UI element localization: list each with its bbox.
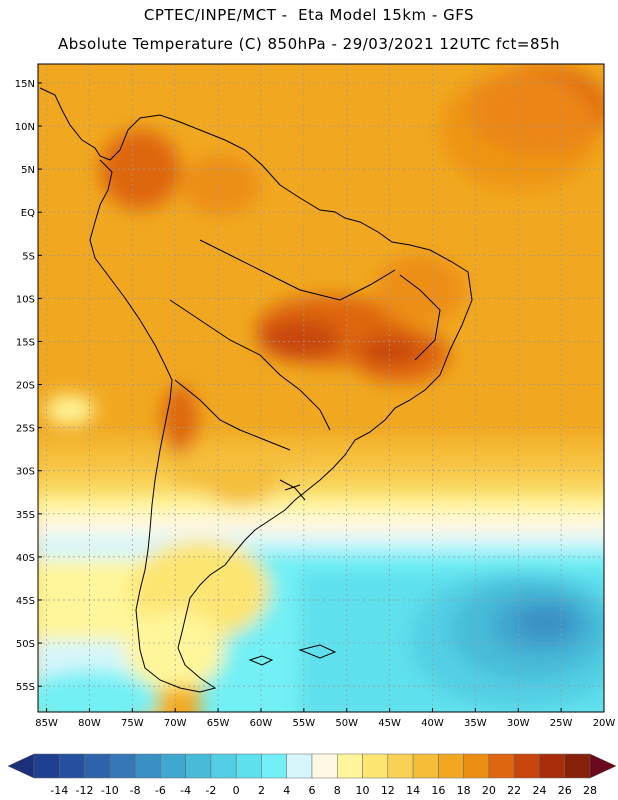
colorbar-label: 2 <box>257 784 265 797</box>
colorbar-label: 26 <box>557 784 572 797</box>
colorbar-over-arrow <box>589 753 617 779</box>
colorbar-swatch <box>261 753 287 779</box>
colorbar-under-arrow <box>7 753 35 779</box>
lon-tick-label: 50W <box>335 718 358 729</box>
colorbar-swatch <box>488 753 515 779</box>
colorbar-swatch <box>362 753 389 779</box>
colorbar-label: 20 <box>481 784 496 797</box>
colorbar-swatch <box>463 753 490 779</box>
lat-tick-label: 30S <box>16 467 35 478</box>
colorbar-label: 0 <box>232 784 240 797</box>
temperature-field <box>38 64 604 712</box>
colorbar-swatch <box>412 753 439 779</box>
colorbar-label: 18 <box>456 784 471 797</box>
colorbar-label: 14 <box>406 784 421 797</box>
lat-tick-label: 55S <box>16 682 35 693</box>
lon-tick-label: 80W <box>78 718 101 729</box>
colorbar-swatch <box>539 753 565 779</box>
lat-tick-label: 50S <box>16 639 35 650</box>
colorbar-label: 28 <box>583 784 597 797</box>
colorbar-swatch <box>84 753 111 779</box>
lat-tick-label: 15N <box>15 79 35 90</box>
lat-tick-label: 25S <box>16 424 35 435</box>
colorbar-label: -2 <box>205 784 217 797</box>
colorbar-swatch <box>59 753 85 779</box>
lon-tick-label: 30W <box>507 718 530 729</box>
graticule <box>38 64 605 712</box>
lon-tick-label: 35W <box>464 718 487 729</box>
lon-tick-label: 70W <box>164 718 187 729</box>
colorbar-swatch <box>134 753 161 779</box>
colorbar-swatch <box>438 753 464 779</box>
lat-tick-label: 5S <box>22 251 35 262</box>
lat-tick-label: 45S <box>16 596 35 607</box>
colorbar-label: 10 <box>355 784 370 797</box>
colorbar-swatch <box>286 753 313 779</box>
colorbar-swatch <box>311 753 338 779</box>
colorbar-label: 12 <box>380 784 395 797</box>
lat-tick-label: 10S <box>16 294 35 305</box>
lon-tick-label: 85W <box>35 718 58 729</box>
colorbar <box>7 753 617 779</box>
colorbar-swatch <box>235 753 262 779</box>
lat-tick-label: 40S <box>16 553 35 564</box>
lat-tick-label: 35S <box>16 510 35 521</box>
colorbar-label: 16 <box>431 784 446 797</box>
chart-title-line1: CPTEC/INPE/MCT - Eta Model 15km - GFS <box>143 6 475 24</box>
colorbar-swatch <box>109 753 136 779</box>
chart-title-line2: Absolute Temperature (C) 850hPa - 29/03/… <box>57 35 561 53</box>
lon-tick-label: 25W <box>550 718 573 729</box>
lon-tick-label: 60W <box>250 718 273 729</box>
colorbar-label: -14 <box>50 784 69 797</box>
lon-tick-label: 65W <box>207 718 230 729</box>
coastlines <box>39 87 473 693</box>
colorbar-label: -10 <box>100 784 119 797</box>
colorbar-label: -8 <box>129 784 141 797</box>
colorbar-swatch <box>33 753 60 779</box>
colorbar-swatch <box>513 753 540 779</box>
lat-tick-label: 20S <box>16 381 35 392</box>
colorbar-label: 24 <box>532 784 547 797</box>
latitude-tick-labels: 15N 10N 5N EQ 5S 10S 15S 20S 25S 30S 35S 40S 45S 50S 5… <box>15 79 42 693</box>
lat-tick-label: 15S <box>16 337 35 348</box>
lon-tick-label: 75W <box>121 718 144 729</box>
colorbar-label: -12 <box>75 784 94 797</box>
colorbar-swatch <box>387 753 414 779</box>
colorbar-swatch <box>160 753 186 779</box>
colorbar-label: 4 <box>283 784 291 797</box>
colorbar-label: -6 <box>154 784 166 797</box>
lat-tick-label: 5N <box>21 165 35 176</box>
map-frame <box>37 63 605 713</box>
lat-tick-label: 10N <box>15 122 35 133</box>
lon-tick-label: 45W <box>378 718 401 729</box>
lon-tick-label: 40W <box>421 718 444 729</box>
colorbar-label: 22 <box>507 784 522 797</box>
colorbar-label: 6 <box>308 784 316 797</box>
longitude-tick-labels: 85W 80W 75W 70W 65W 60W 55W 50W 45W 40W 35W 30W 25W 2… <box>35 708 615 729</box>
colorbar-swatch <box>210 753 237 779</box>
colorbar-label: 8 <box>333 784 341 797</box>
lon-tick-label: 55W <box>293 718 316 729</box>
colorbar-swatch <box>337 753 363 779</box>
colorbar-label: -4 <box>180 784 192 797</box>
colorbar-swatch <box>564 753 591 779</box>
colorbar-swatch <box>185 753 212 779</box>
lon-tick-label: 20W <box>593 718 616 729</box>
lat-tick-label: EQ <box>21 208 35 219</box>
